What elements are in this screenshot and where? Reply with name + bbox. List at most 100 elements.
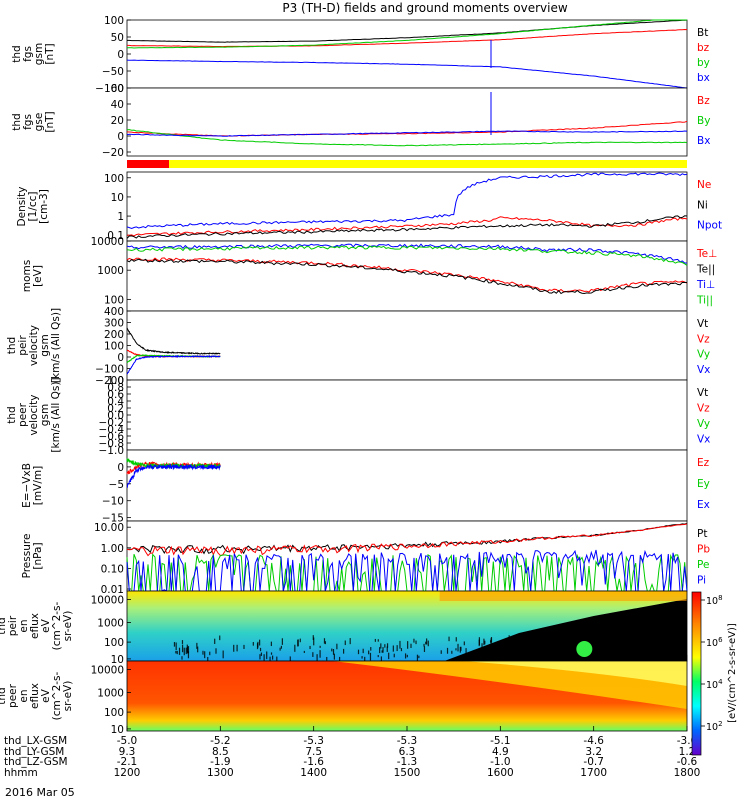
legend-entry: Vx bbox=[697, 434, 710, 446]
spectrogram-speck bbox=[331, 648, 333, 652]
ytick-label: −200 bbox=[95, 375, 124, 387]
colorbar-ticks: 108 106 104 102 bbox=[701, 594, 723, 733]
ephemeris-value: 6.3 bbox=[399, 746, 416, 758]
spectrogram-speck bbox=[426, 638, 428, 645]
spectrogram-speck bbox=[374, 638, 376, 642]
spectrogram-speck bbox=[243, 644, 245, 649]
spectrogram-speck bbox=[377, 654, 379, 658]
ephemeris-value: 4.9 bbox=[492, 746, 509, 758]
spectrogram-speck bbox=[202, 650, 204, 655]
colorbar bbox=[691, 591, 702, 756]
panel-ylabel: peir bbox=[7, 615, 19, 636]
ytick-label: 10000 bbox=[91, 664, 124, 676]
spectrogram-speck bbox=[478, 639, 480, 647]
ephemeris-value: -4.6 bbox=[583, 735, 604, 747]
spectrogram-speck bbox=[580, 637, 582, 642]
spectrogram-speck bbox=[399, 640, 401, 649]
panel-ylabel: E=−VxB bbox=[21, 463, 33, 508]
spectrogram-speck bbox=[562, 647, 564, 651]
spectrogram-speck bbox=[573, 638, 576, 646]
spectrogram-speck bbox=[336, 643, 338, 650]
ytick-label: 10000 bbox=[91, 594, 124, 606]
ytick-label: −100 bbox=[95, 83, 124, 95]
spectrogram-speck bbox=[649, 635, 651, 644]
ephemeris-value: 1700 bbox=[580, 767, 607, 779]
panel-ylabel: eV bbox=[40, 688, 52, 702]
panel-frame bbox=[126, 449, 688, 522]
panel-ylabel: peer bbox=[7, 683, 19, 708]
panel-ylabel: thd bbox=[0, 617, 8, 634]
panel-ylabel: en bbox=[18, 689, 30, 702]
panel-ylabel: en bbox=[18, 619, 30, 632]
ytick-label: 100 bbox=[104, 173, 124, 185]
ytick-label: −10 bbox=[102, 496, 124, 508]
spectrogram-speck bbox=[185, 647, 187, 655]
series-line bbox=[126, 243, 687, 264]
panel-ylabel: thd bbox=[11, 113, 23, 130]
spectrogram-speck bbox=[303, 650, 305, 653]
panel-peer_velocity: 1.00.80.60.40.20.0−0.2−0.4−0.6−0.8−1.0 th… bbox=[6, 375, 710, 457]
spectrogram-speck bbox=[650, 643, 653, 651]
legend-entry: Bz bbox=[697, 95, 710, 107]
ephemeris-row-label: thd_LZ-GSM bbox=[4, 756, 68, 768]
series-line bbox=[126, 463, 221, 488]
date-label: 2016 Mar 05 bbox=[5, 786, 75, 799]
spectrogram-speck bbox=[404, 653, 407, 659]
spectrogram-speck bbox=[526, 636, 528, 642]
spectrogram-speck bbox=[413, 638, 415, 643]
spectrogram-speck bbox=[676, 643, 679, 648]
spectrogram-high-band bbox=[439, 591, 687, 601]
spectrogram-speck bbox=[610, 652, 612, 657]
ytick-label: 1000 bbox=[97, 688, 124, 700]
spectrogram-speck bbox=[678, 646, 680, 653]
spectrogram-speck bbox=[493, 644, 495, 651]
spectrogram-speck bbox=[477, 652, 479, 657]
spectrogram-speck bbox=[369, 652, 372, 661]
spectrogram-speck bbox=[196, 642, 198, 649]
spectrogram-speck bbox=[257, 641, 259, 648]
spectrogram-speck bbox=[236, 644, 238, 652]
spectrogram-speck bbox=[669, 641, 672, 648]
spectrogram-speck bbox=[186, 644, 188, 653]
spectrogram-speck bbox=[415, 640, 417, 645]
spectrogram-speck bbox=[233, 644, 235, 652]
spectrogram-speck bbox=[333, 653, 335, 660]
spectrogram-speck bbox=[400, 648, 403, 652]
ytick-label: 1.0 bbox=[107, 375, 124, 387]
spectrogram-speck bbox=[323, 638, 326, 644]
spectrogram-speck bbox=[377, 639, 379, 642]
spectrogram-speck bbox=[299, 638, 301, 643]
spectrogram-speck bbox=[313, 637, 315, 646]
spectrogram-speck bbox=[416, 654, 419, 663]
legend-entry: Vz bbox=[697, 333, 710, 345]
series-line bbox=[126, 59, 688, 89]
spectrogram-speck bbox=[252, 642, 254, 646]
legend-entry: bz bbox=[697, 42, 710, 54]
ephemeris-value: -1.6 bbox=[303, 756, 324, 768]
ephemeris-value: -1.9 bbox=[210, 756, 231, 768]
spectrogram-speck bbox=[324, 641, 327, 645]
panel-ylabel: [nPa] bbox=[32, 542, 44, 569]
series-line bbox=[126, 354, 221, 375]
ytick-label: −50 bbox=[102, 66, 124, 78]
spectrogram-speck bbox=[663, 638, 665, 645]
panel-ylabel: [km/s (All Qs)] bbox=[50, 308, 62, 383]
legend-entry: Pi bbox=[697, 575, 706, 587]
spectrogram-speck bbox=[539, 636, 541, 642]
spectrogram-speck bbox=[183, 647, 185, 656]
spectrogram-speck bbox=[581, 639, 583, 643]
spectrogram-speck bbox=[459, 646, 461, 653]
spectrogram-speck bbox=[281, 638, 283, 645]
panel-ylabel: fgs bbox=[22, 46, 34, 62]
spectrogram-speck bbox=[343, 648, 345, 654]
ytick-label: 60 bbox=[111, 83, 124, 95]
spectrogram-speck bbox=[457, 643, 459, 652]
spectrogram-speck bbox=[529, 638, 531, 645]
ephemeris-value: -1.0 bbox=[490, 756, 511, 768]
ephemeris-value: -5.3 bbox=[397, 735, 418, 747]
series-line bbox=[126, 129, 688, 147]
panel-ylabel: [mV/m] bbox=[32, 466, 44, 505]
spectrogram-speck bbox=[259, 647, 262, 652]
spectrogram-speck bbox=[269, 656, 271, 664]
